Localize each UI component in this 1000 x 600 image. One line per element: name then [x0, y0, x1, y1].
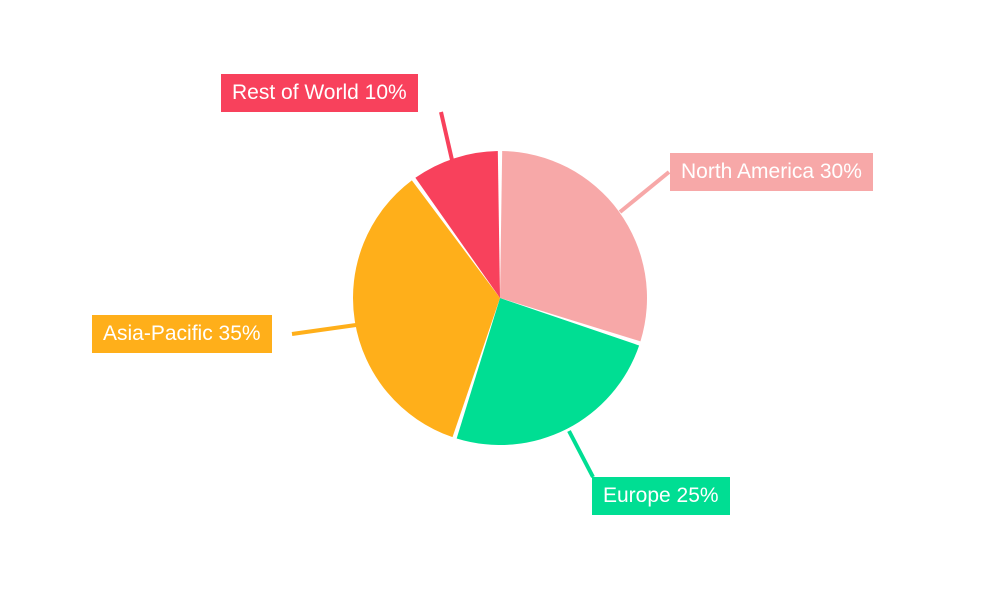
pie-label-europe[interactable]: Europe 25% [592, 477, 730, 515]
leader-line-asia-pacific [291, 323, 357, 336]
pie-slices [352, 151, 647, 445]
pie-label-north-america[interactable]: North America 30% [670, 153, 873, 191]
pie-label-asia-pacific-text: Asia-Pacific 35% [103, 322, 261, 345]
pie-label-rest-of-world[interactable]: Rest of World 10% [221, 74, 418, 112]
leader-line-europe [567, 430, 595, 478]
pie-slice-europe[interactable] [456, 298, 640, 445]
pie-slice-asia-pacific[interactable] [352, 180, 500, 438]
pie-slice-north-america[interactable] [500, 151, 647, 342]
pie-label-north-america-text: North America 30% [681, 160, 862, 183]
leader-line-rest-of-world [439, 111, 454, 161]
leader-line-north-america [618, 170, 671, 214]
leader-lines [291, 111, 671, 478]
pie-label-europe-text: Europe 25% [603, 484, 719, 507]
pie-slice-rest-of-world[interactable] [415, 151, 500, 298]
pie-label-asia-pacific[interactable]: Asia-Pacific 35% [92, 315, 272, 353]
pie-label-rest-of-world-text: Rest of World 10% [232, 81, 407, 104]
